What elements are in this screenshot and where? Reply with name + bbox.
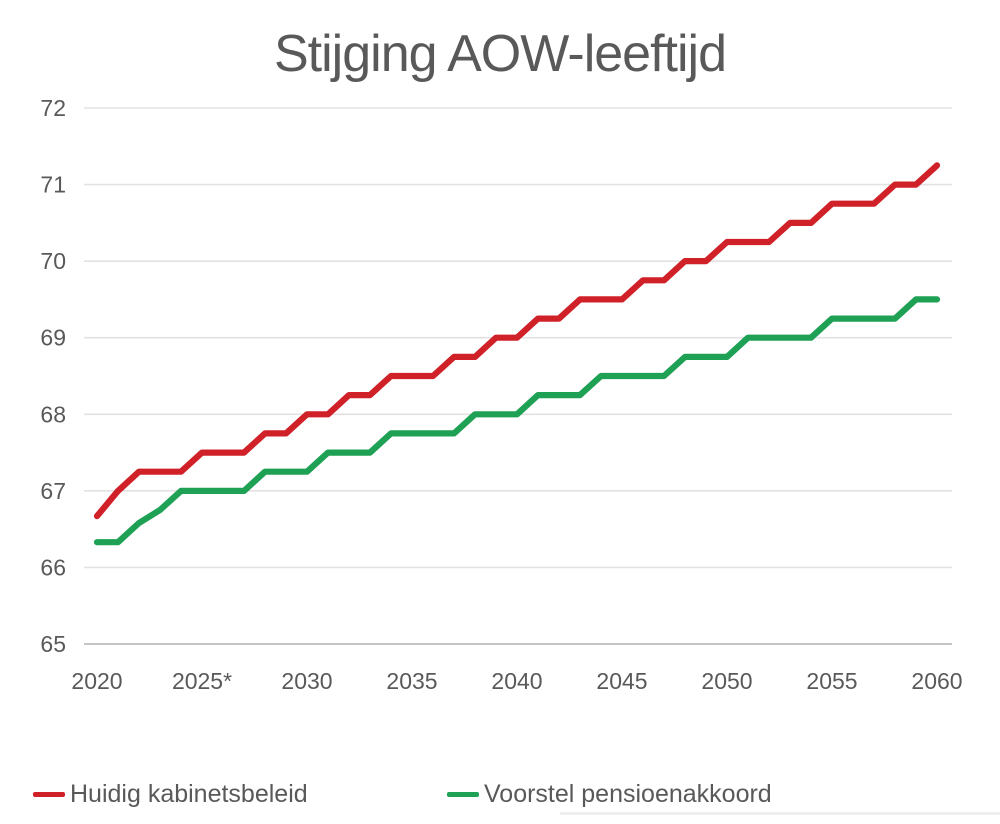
legend-label-huidig-kabinetsbeleid: Huidig kabinetsbeleid (70, 779, 308, 808)
y-axis-tick-label: 69 (40, 325, 66, 351)
chart-legend: Huidig kabinetsbeleid Voorstel pensioena… (0, 779, 1000, 809)
series-line-voorstel-pensioenakkoord (93, 296, 941, 546)
x-axis-tick-label: 2055 (806, 668, 857, 694)
legend-label-voorstel-pensioenakkoord: Voorstel pensioenakkoord (484, 779, 772, 808)
x-axis-tick-label: 2060 (911, 668, 962, 694)
y-axis-tick-label: 65 (40, 631, 66, 657)
chart-title: Stijging AOW-leeftijd (273, 25, 727, 83)
y-axis-tick-label: 67 (40, 478, 66, 504)
y-axis-tick-label: 71 (40, 172, 66, 198)
x-axis-tick-label: 2045 (596, 668, 647, 694)
x-axis-tick-label: 2030 (281, 668, 332, 694)
x-axis-tick-label: 2040 (491, 668, 542, 694)
y-axis-tick-label: 72 (40, 95, 66, 121)
x-axis-tick-label: 2025* (172, 668, 232, 694)
x-axis-tick-label: 2020 (71, 668, 122, 694)
x-axis-tick-label: 2050 (701, 668, 752, 694)
y-axis-tick-label: 66 (40, 554, 66, 580)
y-axis-tick-label: 70 (40, 248, 66, 274)
legend-line-marker-green (447, 791, 479, 797)
y-axis-tick-label: 68 (40, 401, 66, 427)
x-axis-tick-label: 2035 (386, 668, 437, 694)
screenshot-edge-artifact (560, 812, 1000, 815)
legend-item-voorstel-pensioenakkoord: Voorstel pensioenakkoord (447, 779, 772, 809)
legend-item-huidig-kabinetsbeleid: Huidig kabinetsbeleid (33, 779, 308, 809)
legend-line-marker-red (33, 791, 65, 797)
series-line-huidig-kabinetsbeleid (93, 162, 941, 520)
